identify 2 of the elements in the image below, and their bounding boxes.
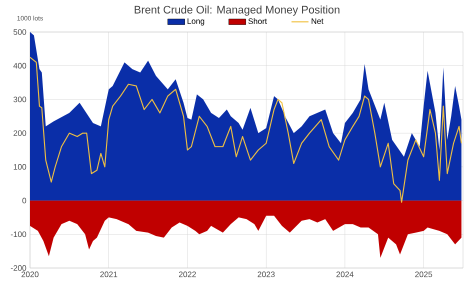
chart-title: Brent Crude Oil: Managed Money Position — [134, 6, 340, 16]
line-series — [30, 56, 462, 203]
